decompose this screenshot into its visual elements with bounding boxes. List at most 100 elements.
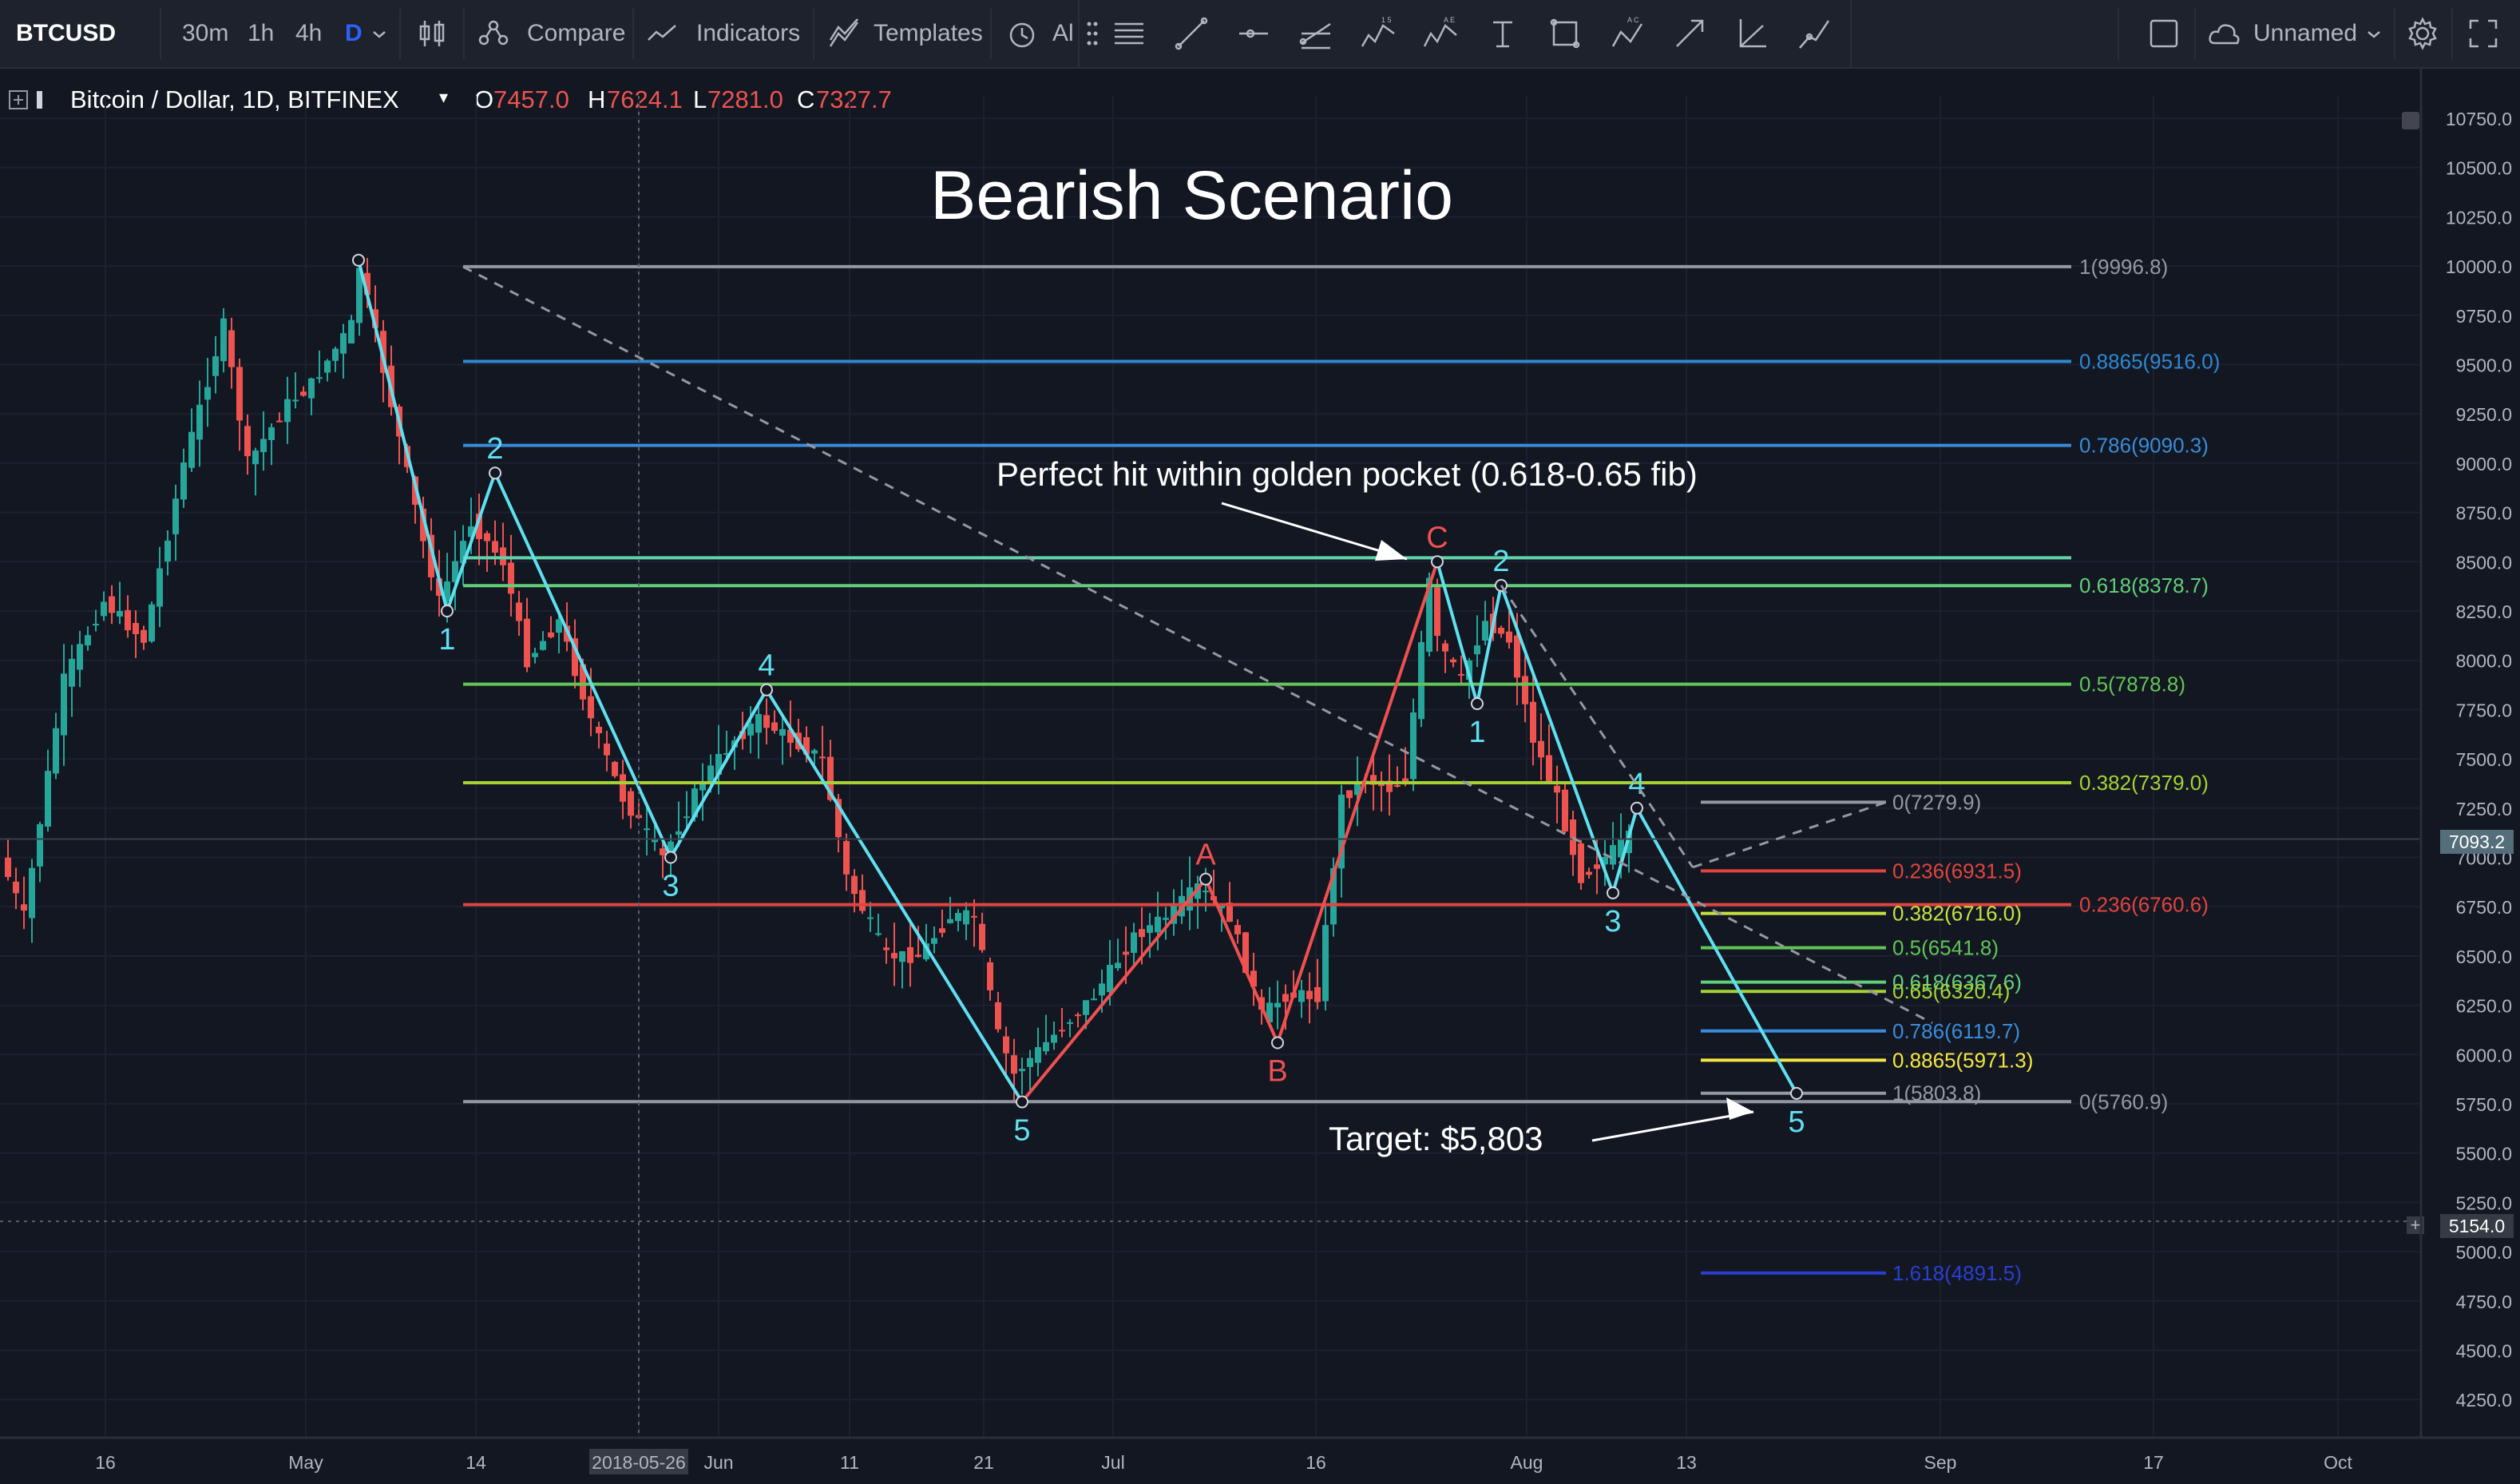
candle-up: [204, 387, 211, 400]
candle-up: [1298, 990, 1305, 1002]
drawing-toolbar: 1 5 A E A C: [1078, 0, 1852, 67]
ohlc-open-value: 7457.0: [493, 85, 569, 113]
candle-up: [101, 601, 107, 617]
horizontal-lines-icon[interactable]: [1111, 16, 1147, 51]
candle-down: [141, 629, 147, 643]
candles-icon[interactable]: [415, 16, 450, 51]
scale-settings-icon[interactable]: [2402, 112, 2419, 129]
cloud-icon[interactable]: [2207, 16, 2242, 51]
caret-down-icon[interactable]: ▾: [439, 87, 449, 107]
templates-icon[interactable]: [827, 16, 862, 51]
candle-up: [1043, 1042, 1049, 1052]
drag-bar-icon[interactable]: [37, 91, 43, 109]
candle-up: [188, 431, 195, 468]
target-arrow: [1591, 1110, 1754, 1142]
collapse-plus-icon[interactable]: [8, 89, 29, 110]
candle-up: [53, 728, 59, 774]
indicators-icon[interactable]: [645, 16, 680, 51]
candle-up: [683, 816, 690, 819]
arrow-icon[interactable]: [1672, 16, 1707, 51]
candles: [5, 257, 1632, 1102]
trend-line-icon[interactable]: [1174, 16, 1209, 51]
wave-impulse-line: [1436, 561, 1798, 1094]
toolbar-divider: [990, 8, 992, 59]
indicators-button[interactable]: Indicators: [696, 20, 801, 46]
interval-4h[interactable]: 4h: [295, 20, 323, 46]
alert-button[interactable]: Al: [1052, 20, 1074, 46]
candle-up: [963, 910, 969, 925]
candle-down: [236, 367, 243, 421]
time-tick-label: 21: [973, 1452, 994, 1473]
layout-name[interactable]: Unnamed: [2253, 20, 2358, 46]
candle-up: [77, 644, 83, 670]
maximize-icon[interactable]: [2466, 16, 2501, 51]
candle-up: [1083, 1000, 1089, 1015]
candle-down: [1402, 778, 1409, 783]
svg-text:A C: A C: [1627, 16, 1639, 24]
candle-down: [508, 562, 514, 594]
wave-label: 3: [662, 870, 679, 903]
symbol-title[interactable]: Bitcoin / Dollar, 1D, BITFINEX: [70, 85, 399, 113]
drag-handle-icon[interactable]: [1086, 18, 1099, 50]
candle-up: [1067, 1022, 1073, 1024]
candle-up: [308, 378, 315, 399]
compare-icon[interactable]: [476, 16, 511, 51]
symbol-search[interactable]: BTCUSD: [16, 20, 116, 46]
svg-text:1 5: 1 5: [1381, 16, 1392, 24]
elliott-wave-abcde-icon[interactable]: A E: [1423, 16, 1458, 51]
candle-down: [5, 857, 11, 878]
abcd-pattern-icon[interactable]: A C: [1610, 16, 1645, 51]
candle-up: [164, 540, 171, 562]
candle-up: [1426, 577, 1432, 652]
price-tick-label: 10250.0: [2446, 207, 2512, 228]
pitchfork-icon[interactable]: [1298, 16, 1333, 51]
rectangle-icon[interactable]: [1547, 16, 1583, 51]
candle-up: [1019, 1069, 1025, 1072]
candle-down: [1242, 932, 1249, 974]
candle-up: [117, 610, 123, 617]
candle-up: [252, 450, 259, 465]
toolbar-divider: [399, 8, 401, 59]
templates-button[interactable]: Templates: [874, 20, 983, 46]
wave-pivot-marker: [489, 466, 501, 480]
ohlc-close-label: C: [797, 85, 815, 113]
axes: 10750.0 10500.0 10250.0 10000.0 9750.0 9500.0…: [0, 69, 2520, 1474]
fib-minor-label: 0.65(6320.4): [1892, 979, 2010, 1003]
candle-down: [1250, 970, 1257, 987]
candle-down: [995, 1002, 1001, 1030]
price-tick-label: 6750.0: [2456, 897, 2512, 918]
price-tick-label: 5750.0: [2456, 1094, 2512, 1115]
horizontal-ray-icon[interactable]: [1236, 16, 1271, 51]
toolbar-divider: [160, 8, 161, 59]
candle-up: [1051, 1034, 1057, 1043]
candle-up: [356, 268, 363, 323]
candle-down: [524, 618, 530, 668]
candle-down: [133, 622, 139, 634]
path-tool-icon[interactable]: [1797, 16, 1832, 51]
candle-up: [1322, 925, 1329, 1002]
ohlc-low-label: L: [693, 85, 707, 113]
wave-label: 4: [758, 649, 775, 683]
chevron-down-icon[interactable]: [369, 24, 390, 45]
fullscreen-square-icon[interactable]: [2146, 16, 2181, 51]
price-tick-label: 7500.0: [2456, 749, 2512, 770]
interval-d[interactable]: D: [345, 20, 363, 46]
interval-1h[interactable]: 1h: [248, 20, 275, 46]
candle-up: [260, 438, 267, 453]
wave-pivot-marker: [441, 605, 454, 617]
price-chart[interactable]: 1(9996.8) 0.8865(9516.0) 0.786(9090.3) 0.61…: [0, 69, 2520, 1484]
wave-label: B: [1267, 1054, 1287, 1088]
text-tool-icon[interactable]: [1485, 16, 1520, 51]
gear-icon[interactable]: [2405, 16, 2440, 51]
candle-down: [476, 514, 482, 539]
price-tick-label: 9250.0: [2456, 404, 2512, 425]
candle-down: [372, 309, 378, 328]
alarm-clock-icon[interactable]: [1004, 16, 1040, 51]
interval-30m[interactable]: 30m: [182, 20, 229, 46]
elliott-wave-12345-icon[interactable]: 1 5: [1361, 16, 1396, 51]
candle-up: [1131, 932, 1137, 954]
angle-tool-icon[interactable]: [1734, 16, 1769, 51]
compare-button[interactable]: Compare: [527, 20, 626, 46]
chevron-down-icon[interactable]: [2363, 24, 2384, 45]
wave-label: 4: [1628, 768, 1645, 801]
